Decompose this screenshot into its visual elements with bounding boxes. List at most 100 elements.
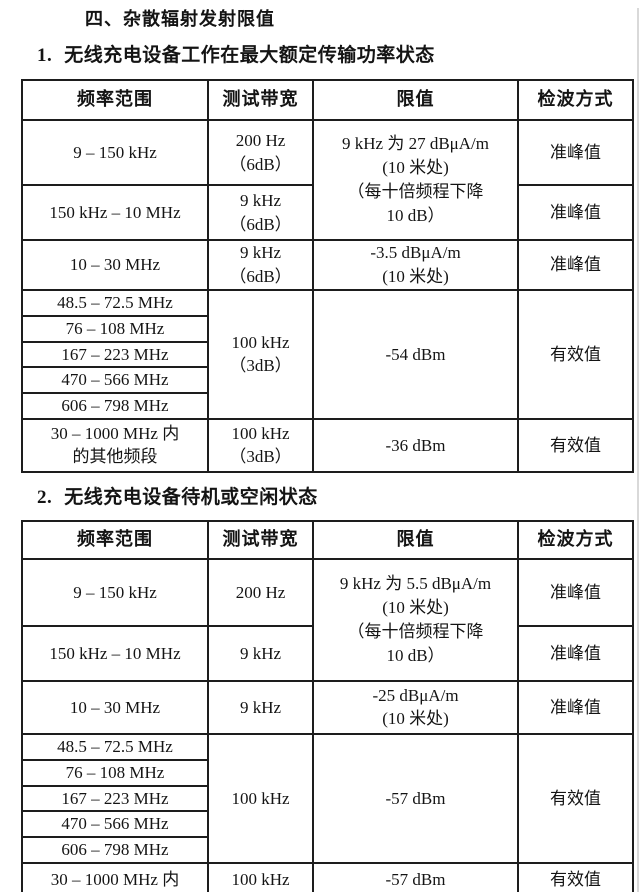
table-row: 30 – 1000 MHz 内 的其他频段 100 kHz （3dB） -36 …	[21, 417, 634, 473]
limit-line: 10 dB）	[386, 645, 445, 665]
cell-detection-method: 有效值	[517, 417, 634, 473]
table-row: 48.5 – 72.5 MHz 100 kHz -57 dBm 有效值	[21, 732, 634, 864]
cell-frequency-range: 9 – 150 kHz	[21, 119, 209, 186]
cell-frequency-range: 48.5 – 72.5 MHz	[21, 289, 209, 317]
cell-test-bandwidth: 9 kHz	[207, 679, 314, 735]
cell-limit: -57 dBm	[312, 861, 519, 892]
limit-line: 10 dB）	[386, 205, 445, 225]
cell-test-bandwidth: 9 kHz	[207, 624, 314, 682]
cell-frequency-range: 470 – 566 MHz	[21, 810, 209, 839]
cell-detection-method: 有效值	[517, 289, 634, 420]
cell-limit: -3.5 dBμA/m (10 米处)	[312, 239, 519, 291]
limit-line: （每十倍频程下降	[347, 182, 484, 201]
table-row: 150 kHz – 10 MHz 9 kHz （6dB） 准峰值	[21, 184, 634, 241]
cell-limit: -57 dBm	[312, 732, 519, 864]
cell-detection-method: 准峰值	[517, 184, 634, 241]
frequency-line: 30 – 1000 MHz 内	[50, 423, 180, 443]
table-row: 606 – 798 MHz	[21, 836, 633, 864]
bandwidth-value: 9 kHz	[239, 190, 282, 210]
limit-line: (10 米处)	[382, 158, 449, 178]
cell-frequency-range: 30 – 1000 MHz 内	[21, 861, 209, 892]
table-row: 606 – 798 MHz	[21, 392, 633, 420]
table-row: 76 – 108 MHz	[21, 314, 633, 343]
bandwidth-value: 9 kHz	[239, 243, 282, 263]
cell-frequency-range: 48.5 – 72.5 MHz	[21, 732, 209, 761]
cell-detection-method: 准峰值	[517, 557, 634, 627]
cell-detection-method: 有效值	[517, 861, 634, 892]
cell-detection-method: 准峰值	[517, 624, 634, 682]
section-2-number: 2.	[37, 486, 53, 508]
bandwidth-value: 100 kHz	[231, 423, 290, 443]
cell-test-bandwidth: 200 Hz （6dB）	[207, 119, 314, 186]
cell-detection-method: 准峰值	[517, 239, 634, 291]
table-row: 470 – 566 MHz	[21, 366, 633, 395]
limit-line: 9 kHz 为 27 dBμA/m	[342, 134, 489, 154]
cell-frequency-range: 167 – 223 MHz	[21, 340, 209, 369]
col-header-test-bandwidth: 测试带宽	[207, 79, 314, 121]
frequency-line: 的其他频段	[72, 447, 158, 467]
cell-test-bandwidth: 9 kHz （6dB）	[207, 184, 314, 241]
col-header-detection-method: 检波方式	[517, 79, 634, 121]
limit-line: -25 dBμA/m	[372, 685, 459, 705]
bandwidth-value: 100 kHz	[231, 332, 290, 352]
table-row: 10 – 30 MHz 9 kHz （6dB） -3.5 dBμA/m (10 …	[21, 239, 634, 291]
section-2-heading: 2. 无线充电设备待机或空闲状态	[37, 486, 640, 509]
table-row: 48.5 – 72.5 MHz 100 kHz （3dB） -54 dBm 有效…	[21, 289, 634, 420]
cell-test-bandwidth: 9 kHz （6dB）	[207, 239, 314, 291]
bandwidth-note: （3dB）	[229, 356, 292, 376]
bandwidth-note: （6dB）	[229, 267, 292, 286]
cell-frequency-range: 9 – 150 kHz	[21, 557, 209, 627]
cell-frequency-range: 30 – 1000 MHz 内 的其他频段	[21, 417, 209, 473]
col-header-detection-method: 检波方式	[517, 519, 634, 560]
cell-test-bandwidth: 100 kHz （3dB）	[207, 289, 314, 420]
cell-frequency-range: 167 – 223 MHz	[21, 784, 209, 813]
cell-frequency-range: 606 – 798 MHz	[21, 836, 209, 864]
table-row: 9 – 150 kHz 200 Hz 9 kHz 为 5.5 dBμA/m (1…	[21, 557, 634, 682]
cell-frequency-range: 150 kHz – 10 MHz	[21, 624, 209, 682]
limit-line: (10 米处)	[382, 598, 449, 618]
section-1-heading-text: 无线充电设备工作在最大额定传输功率状态	[64, 45, 435, 66]
cell-limit: 9 kHz 为 27 dBμA/m (10 米处) （每十倍频程下降 10 dB…	[312, 119, 519, 241]
cell-test-bandwidth: 200 Hz	[207, 557, 314, 627]
cell-detection-method: 有效值	[517, 732, 634, 864]
table-row: 167 – 223 MHz	[21, 340, 633, 369]
table-standby-limits: 频率范围 测试带宽 限值 检波方式 9 – 150 kHz 200 Hz 9 k…	[21, 519, 634, 892]
cell-detection-method: 准峰值	[517, 119, 634, 186]
cell-frequency-range: 76 – 108 MHz	[21, 758, 209, 787]
cell-test-bandwidth: 100 kHz （3dB）	[207, 417, 314, 473]
cell-limit: 9 kHz 为 5.5 dBμA/m (10 米处) （每十倍频程下降 10 d…	[312, 557, 519, 682]
col-header-frequency-range: 频率范围	[21, 79, 209, 121]
table-header-row: 频率范围 测试带宽 限值 检波方式	[21, 79, 634, 121]
col-header-limit: 限值	[312, 79, 519, 121]
table-row: 150 kHz – 10 MHz 9 kHz 准峰值	[21, 624, 634, 682]
col-header-test-bandwidth: 测试带宽	[207, 519, 314, 560]
table-row: 167 – 223 MHz	[21, 784, 633, 813]
table-row: 9 – 150 kHz 200 Hz （6dB） 9 kHz 为 27 dBμA…	[21, 119, 634, 241]
limit-line: （每十倍频程下降	[347, 621, 484, 641]
cell-frequency-range: 10 – 30 MHz	[21, 679, 209, 735]
page-title: 四、杂散辐射发射限值	[85, 9, 275, 29]
bandwidth-value: 200 Hz	[235, 130, 286, 150]
bandwidth-note: （6dB）	[229, 214, 292, 234]
col-header-frequency-range: 频率范围	[21, 519, 209, 560]
cell-frequency-range: 470 – 566 MHz	[21, 366, 209, 395]
bandwidth-note: （3dB）	[229, 447, 292, 467]
col-header-limit: 限值	[312, 519, 519, 560]
cell-test-bandwidth: 100 kHz	[207, 732, 314, 864]
table-max-power-limits: 频率范围 测试带宽 限值 检波方式 9 – 150 kHz 200 Hz （6d…	[21, 79, 634, 473]
section-2-heading-text: 无线充电设备待机或空闲状态	[64, 486, 318, 508]
limit-line: (10 米处)	[382, 709, 449, 729]
table-row: 10 – 30 MHz 9 kHz -25 dBμA/m (10 米处) 准峰值	[21, 679, 634, 735]
section-1-number: 1.	[37, 45, 53, 66]
bandwidth-note: （6dB）	[229, 154, 292, 174]
table-row: 470 – 566 MHz	[21, 810, 633, 839]
cell-test-bandwidth: 100 kHz	[207, 861, 314, 892]
cell-frequency-range: 606 – 798 MHz	[21, 392, 209, 420]
cell-limit: -25 dBμA/m (10 米处)	[312, 679, 519, 735]
cell-frequency-range: 10 – 30 MHz	[21, 239, 209, 291]
section-1-heading: 1. 无线充电设备工作在最大额定传输功率状态	[37, 44, 640, 67]
limit-line: 9 kHz 为 5.5 dBμA/m	[339, 574, 492, 594]
table-row: 30 – 1000 MHz 内 100 kHz -57 dBm 有效值	[21, 861, 634, 892]
table-header-row: 频率范围 测试带宽 限值 检波方式	[21, 519, 634, 560]
table-row: 76 – 108 MHz	[21, 758, 633, 787]
